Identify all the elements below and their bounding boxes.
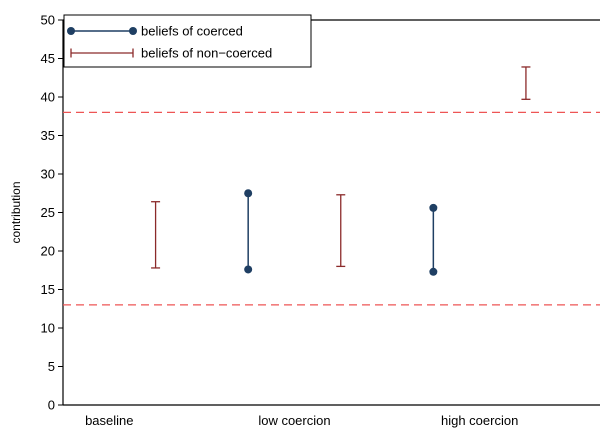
x-tick-label: low coercion xyxy=(258,413,330,428)
legend-label: beliefs of coerced xyxy=(141,24,243,39)
x-tick-label: high coercion xyxy=(441,413,518,428)
x-tick-label: baseline xyxy=(85,413,133,428)
legend-coerced-dot-right xyxy=(129,27,137,35)
y-tick-label: 40 xyxy=(41,90,55,105)
y-tick-label: 15 xyxy=(41,282,55,297)
series-0 xyxy=(244,189,438,276)
y-tick-label: 45 xyxy=(41,51,55,66)
coerced-high-point xyxy=(429,203,438,212)
y-tick-label: 0 xyxy=(48,398,55,413)
reference-lines xyxy=(63,111,600,306)
legend-label: beliefs of non−coerced xyxy=(141,46,272,61)
y-tick-label: 30 xyxy=(41,167,55,182)
y-tick-label: 35 xyxy=(41,128,55,143)
coerced-high-point xyxy=(244,189,253,198)
y-tick-label: 50 xyxy=(41,13,55,28)
x-axis: baseline low coercion high coercion xyxy=(85,413,518,428)
y-tick-label: 25 xyxy=(41,205,55,220)
series-1 xyxy=(151,66,531,269)
legend-box xyxy=(63,14,312,68)
legend: beliefs of coerced beliefs of non−coerced xyxy=(63,14,312,68)
y-tick-label: 5 xyxy=(48,359,55,374)
data-marks xyxy=(151,66,531,276)
plot-frame xyxy=(62,19,600,406)
y-tick-label: 10 xyxy=(41,321,55,336)
y-axis-title: contribution xyxy=(9,181,23,243)
coerced-low-point xyxy=(244,265,253,274)
y-tick-label: 20 xyxy=(41,244,55,259)
coerced-low-point xyxy=(429,267,438,276)
legend-coerced-dot-left xyxy=(67,27,75,35)
y-axis: 0 5 10 15 20 25 30 35 40 45 50 xyxy=(41,13,63,413)
